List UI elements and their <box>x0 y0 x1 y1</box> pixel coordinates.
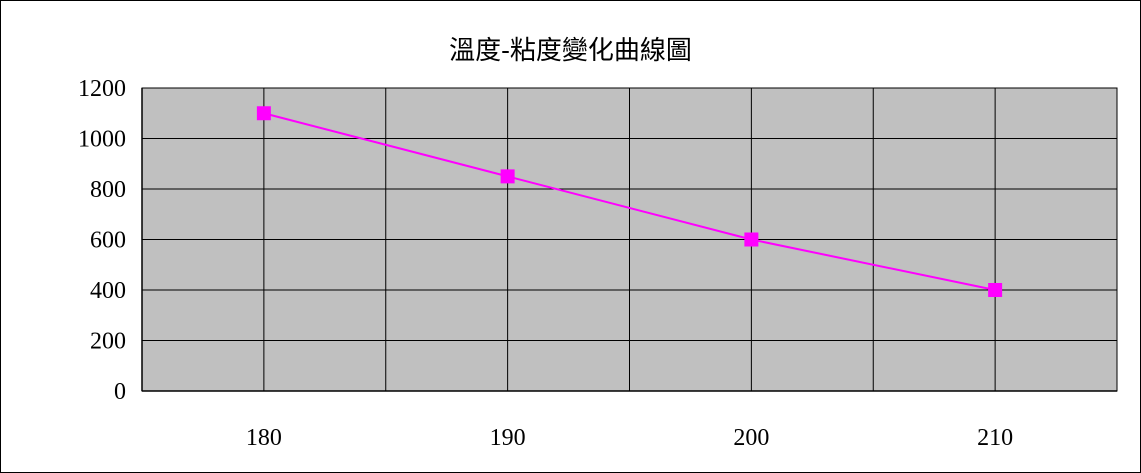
data-point-marker <box>256 106 271 121</box>
x-tick-label: 180 <box>246 425 282 451</box>
y-tick-label: 1000 <box>78 127 126 153</box>
data-point-marker <box>744 232 759 247</box>
data-point-marker <box>988 283 1003 297</box>
chart-title: 溫度-粘度變化曲線圖 <box>449 36 692 66</box>
y-tick-label: 400 <box>90 278 126 304</box>
y-tick-label: 1200 <box>78 76 126 102</box>
y-tick-label: 200 <box>90 329 126 355</box>
y-tick-label: 600 <box>90 228 126 254</box>
x-tick-label: 200 <box>733 425 769 451</box>
x-tick-label: 210 <box>977 425 1013 451</box>
x-tick-label: 190 <box>490 425 526 451</box>
y-tick-label: 0 <box>114 379 126 405</box>
y-tick-label: 800 <box>90 177 126 203</box>
series-line <box>263 112 996 291</box>
data-point-marker <box>500 169 515 184</box>
